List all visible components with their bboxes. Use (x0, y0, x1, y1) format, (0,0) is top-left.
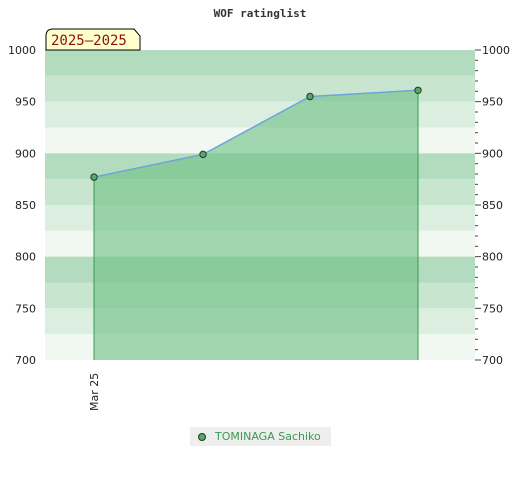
area-fill (94, 90, 418, 361)
background-band (45, 50, 475, 76)
y-tick-label-right: 800 (482, 251, 503, 264)
y-tick-label-left: 850 (15, 199, 36, 212)
data-point (90, 173, 98, 181)
x-axis: Mar 25 (88, 373, 101, 411)
y-tick-label-right: 700 (482, 354, 503, 367)
y-tick-label-right: 900 (482, 147, 503, 160)
legend-marker-icon (198, 432, 206, 441)
y-tick-label-right: 850 (482, 199, 503, 212)
data-point (306, 92, 314, 101)
y-tick-label-left: 900 (15, 147, 36, 160)
y-tick-label-left: 750 (15, 302, 36, 315)
season-label-background (45, 28, 141, 51)
data-point (199, 150, 207, 159)
y-axis-right: 700 750 800 850 900 950 1000 (475, 44, 510, 367)
data-point (414, 86, 422, 95)
season-label-box: 2025–2025 (45, 28, 141, 51)
y-tick-label-right: 950 (482, 96, 503, 109)
y-tick-label-left: 1000 (8, 44, 36, 57)
y-tick-label-left: 800 (15, 251, 36, 264)
y-axis-left: 700 750 800 850 900 950 1000 (8, 44, 36, 367)
x-tick-label: Mar 25 (88, 373, 101, 411)
legend-label: TOMINAGA Sachiko (215, 430, 321, 443)
legend: TOMINAGA Sachiko (190, 427, 331, 446)
y-tick-label-right: 750 (482, 302, 503, 315)
series-line (93, 89, 419, 178)
season-label: 2025–2025 (51, 33, 127, 49)
y-tick-label-left: 950 (15, 96, 36, 109)
chart-title: WOF ratinglist (214, 7, 307, 20)
y-tick-label-right: 1000 (482, 44, 510, 57)
y-tick-label-left: 700 (15, 354, 36, 367)
rating-area (90, 86, 422, 361)
